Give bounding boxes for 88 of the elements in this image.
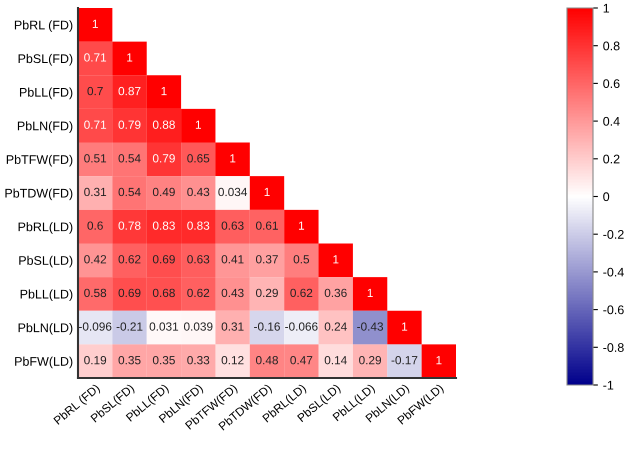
data-label: 0.63 — [222, 221, 244, 230]
data-label: 0.5 — [294, 255, 310, 264]
y-tick-label: PbLN(LD) — [18, 323, 72, 335]
color-bar-label: 0.8 — [603, 42, 620, 50]
data-label: 0.35 — [118, 356, 141, 364]
y-tick-label: PbLN(FD) — [18, 121, 72, 133]
y-tick-label: PbTFW(FD) — [6, 154, 72, 166]
data-label: 1 — [402, 322, 408, 331]
data-label: 0.65 — [187, 154, 210, 163]
color-bar-label: 0 — [603, 192, 610, 202]
data-label: 0.88 — [152, 120, 175, 129]
data-label: 0.14 — [324, 356, 347, 364]
data-label: 1 — [230, 154, 236, 162]
data-label: -0.43 — [357, 322, 384, 331]
data-label: -0.066 — [285, 322, 318, 331]
data-label: 1 — [162, 87, 167, 96]
data-label: 0.71 — [84, 120, 106, 129]
data-label: 1 — [333, 255, 338, 264]
data-label: 1 — [127, 53, 132, 62]
color-bar-label: -0.8 — [603, 343, 624, 352]
data-label: 0.31 — [222, 322, 244, 331]
data-label: 0.31 — [84, 188, 106, 196]
data-label: 0.69 — [152, 255, 175, 264]
color-bar-label: -0.6 — [603, 305, 624, 314]
data-label: 0.62 — [187, 288, 210, 298]
data-label: 1 — [436, 356, 442, 364]
data-label: 0.49 — [152, 188, 175, 196]
data-label: 0.47 — [290, 356, 312, 364]
color-bar-label: 1 — [604, 4, 610, 13]
color-bar-label: -0.4 — [603, 268, 624, 277]
y-tick-label: PbRL(LD) — [18, 222, 72, 234]
data-label: 0.68 — [152, 288, 175, 298]
data-label: 0.69 — [118, 288, 140, 298]
data-label: 0.42 — [84, 255, 106, 264]
color-bar-label: -0.2 — [603, 230, 624, 239]
data-label: 0.58 — [84, 288, 106, 298]
y-tick-label: PbTDW(FD) — [5, 188, 72, 200]
data-label: 0.7 — [87, 86, 103, 96]
data-label: 0.48 — [256, 356, 278, 364]
data-label: 0.29 — [256, 288, 278, 298]
data-label: 0.83 — [152, 221, 175, 230]
data-label: 0.54 — [118, 188, 141, 196]
data-label: 0.71 — [84, 53, 106, 62]
data-label: 0.24 — [324, 322, 347, 331]
data-label: 1 — [264, 188, 270, 196]
data-label: 0.41 — [222, 255, 244, 264]
data-label: 0.031 — [150, 322, 178, 331]
data-label: 0.12 — [222, 356, 244, 364]
color-bar-label: -1 — [603, 380, 614, 390]
data-label: 0.43 — [187, 188, 210, 196]
data-label: 0.36 — [324, 288, 347, 298]
data-label: 0.79 — [118, 120, 140, 129]
data-label: 0.039 — [184, 322, 212, 331]
data-label: 0.78 — [118, 221, 141, 230]
data-label: 1 — [368, 288, 373, 297]
data-label: 0.79 — [152, 154, 175, 163]
color-bar-label: 0.4 — [603, 116, 620, 126]
y-tick-label: PbSL(LD) — [19, 256, 72, 268]
y-tick-label: PbLL(LD) — [20, 289, 72, 302]
data-label: -0.21 — [116, 322, 142, 331]
data-label: 0.51 — [84, 154, 106, 163]
data-label: 0.61 — [256, 221, 278, 230]
data-label: 0.62 — [290, 288, 312, 298]
data-label: 0.35 — [152, 356, 175, 364]
data-label: 0.83 — [187, 221, 210, 230]
y-tick-label: PbRL (FD) — [14, 20, 72, 32]
data-label: 0.19 — [84, 356, 106, 364]
y-tick-label: PbLL(FD) — [20, 88, 72, 100]
data-label: 1 — [298, 222, 304, 230]
data-label: 0.43 — [222, 288, 244, 298]
data-label: 0.63 — [187, 255, 210, 264]
data-label: 0.6 — [87, 221, 103, 230]
data-label: 1 — [196, 120, 201, 129]
data-label: 0.034 — [218, 188, 248, 196]
y-tick-label: PbSL(FD) — [18, 54, 72, 66]
data-label: -0.096 — [78, 322, 112, 331]
color-bar-label: 0.6 — [603, 79, 620, 88]
data-label: 0.37 — [256, 255, 278, 264]
color-bar-label: 0.2 — [603, 154, 620, 164]
data-label: 0.54 — [118, 154, 141, 163]
data-label: -0.16 — [254, 322, 280, 331]
data-label: 0.62 — [118, 255, 140, 264]
data-label: -0.17 — [392, 356, 418, 364]
y-tick-label: PbFW(LD) — [15, 356, 72, 368]
data-label: 0.29 — [359, 356, 382, 364]
data-label: 0.33 — [187, 356, 210, 364]
data-label: 1 — [92, 20, 98, 28]
data-label: 0.87 — [118, 86, 140, 96]
